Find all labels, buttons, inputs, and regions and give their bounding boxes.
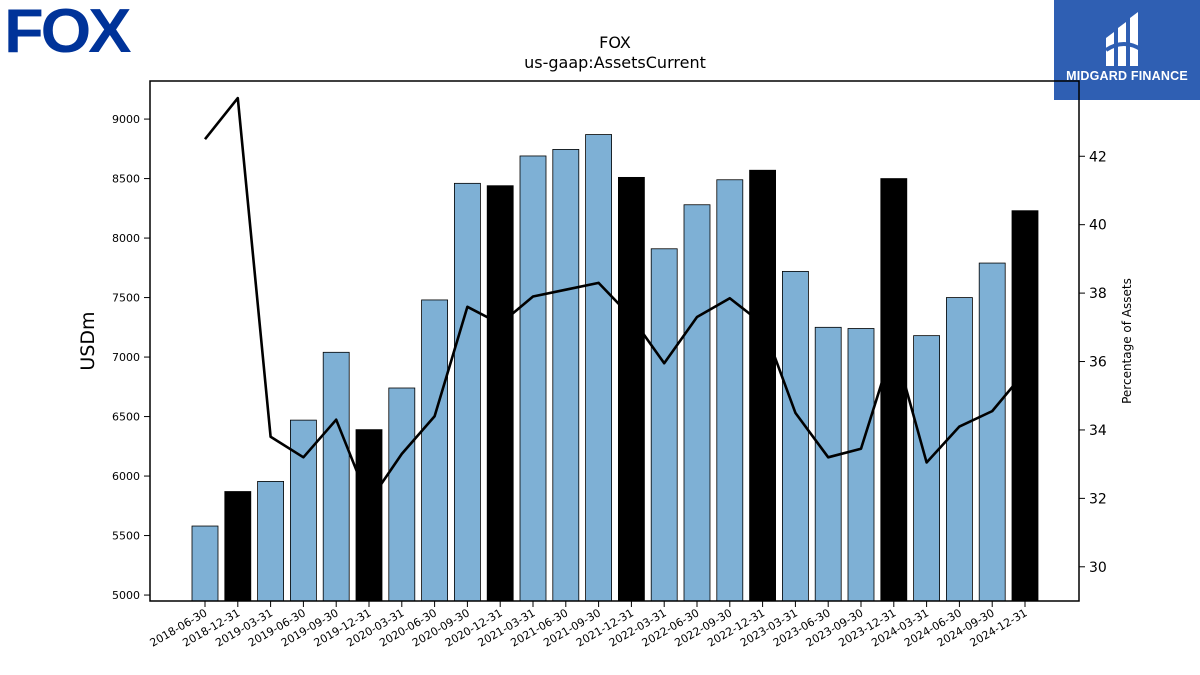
midgard-emblem-icon (1104, 12, 1144, 66)
bar-2022-09-30 (716, 179, 744, 602)
bar-2019-09-30 (322, 351, 350, 602)
bar-2021-06-30 (552, 149, 580, 602)
y-tick-label: 6000 (112, 470, 140, 483)
y-tick-label: 8500 (112, 173, 140, 186)
bar-2021-12-31 (618, 176, 645, 602)
bar-2022-12-31 (749, 169, 776, 602)
bar-2019-06-30 (289, 419, 317, 602)
y2-axis-label: Percentage of Assets (1120, 278, 1134, 404)
y2-tick-label: 30 (1089, 560, 1107, 576)
bar-2020-03-31 (388, 387, 416, 602)
bar-2020-12-31 (486, 185, 514, 602)
bar-2018-12-31 (224, 491, 252, 602)
bar-2023-09-30 (847, 328, 875, 602)
bar-2021-09-30 (585, 134, 612, 602)
y2-tick-label: 40 (1089, 218, 1107, 234)
bar-2022-06-30 (683, 204, 711, 602)
y-tick-label: 9000 (112, 113, 140, 126)
bar-2024-03-31 (913, 335, 940, 602)
y-tick-label: 8000 (112, 232, 140, 245)
bar-2020-09-30 (453, 182, 481, 602)
y-axis-label: USDm (77, 311, 99, 370)
bar-2024-12-31 (1011, 210, 1039, 602)
midgard-finance-logo: MIDGARD FINANCE (1054, 0, 1200, 100)
y2-tick-label: 36 (1089, 355, 1107, 371)
chart-subtitle: us-gaap:AssetsCurrent (524, 53, 706, 72)
bar-2023-12-31 (880, 178, 908, 602)
fox-logo: FOX (4, 0, 132, 66)
plot-frame (149, 80, 1080, 602)
y2-tick-label: 34 (1089, 423, 1107, 439)
y-tick-label: 7500 (112, 292, 140, 305)
y-tick-label: 7000 (112, 351, 140, 364)
bar-2019-12-31 (355, 429, 383, 602)
midgard-finance-text: MIDGARD FINANCE (1066, 69, 1188, 83)
bar-2024-06-30 (946, 297, 973, 602)
bar-2023-03-31 (782, 270, 809, 602)
bar-2023-06-30 (814, 326, 842, 602)
percentage-line (203, 96, 1026, 504)
bar-2022-03-31 (650, 248, 678, 602)
y-tick-label: 6500 (112, 411, 140, 424)
bar-2019-03-31 (257, 481, 285, 602)
chart-title: FOX (599, 33, 631, 52)
bar-2021-03-31 (519, 155, 547, 602)
bar-2024-09-30 (978, 262, 1006, 602)
y2-tick-label: 42 (1089, 149, 1107, 165)
y2-tick-label: 32 (1089, 491, 1107, 507)
y-tick-label: 5000 (112, 589, 140, 602)
bar-2018-06-30 (191, 525, 219, 602)
bar-2020-06-30 (421, 299, 449, 602)
y2-tick-label: 38 (1089, 286, 1107, 302)
y-tick-label: 5500 (112, 530, 140, 543)
